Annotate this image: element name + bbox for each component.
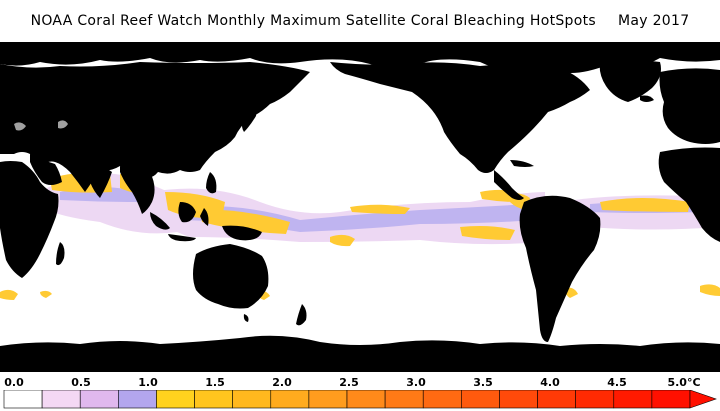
colorbar-segment (461, 390, 500, 409)
new-guinea (222, 225, 262, 241)
colorbar-tick-label: 5.0°C (667, 376, 701, 389)
colorbar-tick-label: 2.5 (339, 376, 359, 389)
arabia (30, 154, 62, 185)
new-zealand (296, 304, 307, 326)
colorbar-segment (118, 390, 157, 409)
land (0, 42, 720, 372)
map-title: NOAA Coral Reef Watch Monthly Maximum Sa… (0, 0, 720, 42)
colorbar-segment (308, 390, 348, 409)
colorbar-segment (575, 390, 615, 409)
borneo (178, 202, 196, 223)
map-svg (0, 42, 720, 372)
colorbar-tick-label: 0.0 (4, 376, 24, 389)
colorbar: 0.0 0.5 1.0 1.5 2.0 2.5 3.0 3.5 4.0 4.5 5.0°C (0, 372, 720, 411)
greenland (599, 59, 661, 102)
colorbar-segment (79, 390, 119, 409)
japan (242, 102, 257, 132)
colorbar-tick-label: 3.0 (406, 376, 426, 389)
central-america (494, 170, 524, 200)
colorbar-svg (3, 390, 717, 409)
south-america (519, 195, 601, 342)
colorbar-segment (384, 390, 424, 409)
colorbar-segment (613, 390, 653, 409)
colorbar-segment (194, 390, 233, 409)
tasmania (243, 314, 249, 322)
colorbar-tick-label: 4.5 (607, 376, 627, 389)
colorbar-segment (346, 390, 386, 409)
australia (193, 244, 269, 309)
cuba (510, 160, 534, 167)
europe (659, 68, 720, 144)
west-africa (658, 147, 720, 242)
colorbar-tick-label: 4.0 (540, 376, 560, 389)
north-america (330, 62, 590, 173)
colorbar-tick-label: 0.5 (71, 376, 91, 389)
java (168, 234, 196, 242)
sulawesi (200, 208, 209, 226)
india (89, 162, 112, 198)
colorbar-tick-label: 2.0 (272, 376, 292, 389)
africa (0, 161, 59, 278)
colorbar-segment (537, 390, 576, 409)
se-asia (120, 166, 155, 214)
title-date: May 2017 (617, 13, 690, 29)
philippines (206, 172, 217, 194)
colorbar-segment (422, 390, 462, 409)
colorbar-tick-label: 3.5 (473, 376, 493, 389)
colorbar-segment (232, 390, 272, 409)
colorbar-arrow (689, 390, 717, 409)
colorbar-segment (651, 390, 691, 409)
colorbar-segment (156, 390, 195, 409)
eurasia (0, 62, 310, 192)
madagascar (56, 242, 65, 266)
title-text: NOAA Coral Reef Watch Monthly Maximum Sa… (30, 13, 596, 29)
colorbar-segment (270, 390, 310, 409)
antarctica (0, 335, 720, 372)
colorbar-segment (3, 390, 43, 409)
colorbar-segment (499, 390, 538, 409)
arctic-land (0, 42, 720, 73)
colorbar-tick-label: 1.0 (138, 376, 158, 389)
sumatra (150, 212, 170, 230)
colorbar-segment (41, 390, 81, 409)
world-map (0, 42, 720, 372)
colorbar-tick-label: 1.5 (205, 376, 225, 389)
iceland (640, 95, 654, 102)
sea-ice (14, 120, 68, 131)
